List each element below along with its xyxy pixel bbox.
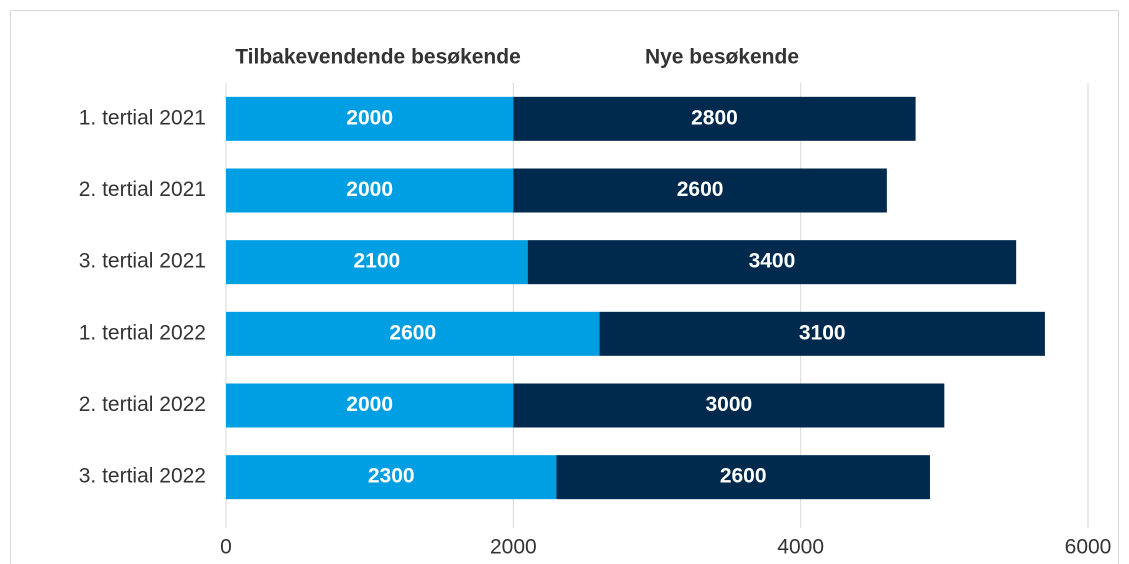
bar: [513, 168, 887, 213]
data-label: 2300: [368, 465, 415, 488]
data-label: 3000: [705, 393, 752, 416]
bar: [513, 96, 916, 141]
bar: [527, 240, 1017, 285]
data-label: 2000: [346, 106, 393, 129]
bar: [226, 311, 600, 356]
x-tick-label: 0: [220, 536, 232, 559]
bar: [226, 240, 528, 285]
x-tick-label: 6000: [1065, 536, 1112, 559]
data-label: 2000: [346, 178, 393, 201]
chart-border: [10, 10, 1119, 564]
data-label: 2800: [691, 106, 738, 129]
y-tick-label: 3. tertial 2022: [79, 465, 206, 488]
bar: [226, 455, 557, 500]
x-tick-label: 2000: [490, 536, 537, 559]
bar: [599, 311, 1045, 356]
y-tick-label: 2. tertial 2022: [79, 393, 206, 416]
bar: [226, 383, 514, 428]
x-tick-label: 4000: [777, 536, 824, 559]
legend-entry: Tilbakevendende besøkende: [235, 46, 521, 69]
bar: [513, 383, 945, 428]
data-label: 2600: [677, 178, 724, 201]
bar: [226, 96, 514, 141]
y-tick-label: 3. tertial 2021: [79, 250, 206, 273]
y-tick-label: 2. tertial 2021: [79, 178, 206, 201]
data-label: 3100: [799, 321, 846, 344]
data-label: 2100: [353, 250, 400, 273]
data-label: 3400: [749, 250, 796, 273]
y-tick-label: 1. tertial 2021: [79, 106, 206, 129]
legend-entry: Nye besøkende: [645, 46, 799, 69]
y-tick-label: 1. tertial 2022: [79, 321, 206, 344]
data-label: 2600: [720, 465, 767, 488]
data-label: 2600: [389, 321, 436, 344]
bar: [556, 455, 930, 500]
data-label: 2000: [346, 393, 393, 416]
bar: [226, 168, 514, 213]
